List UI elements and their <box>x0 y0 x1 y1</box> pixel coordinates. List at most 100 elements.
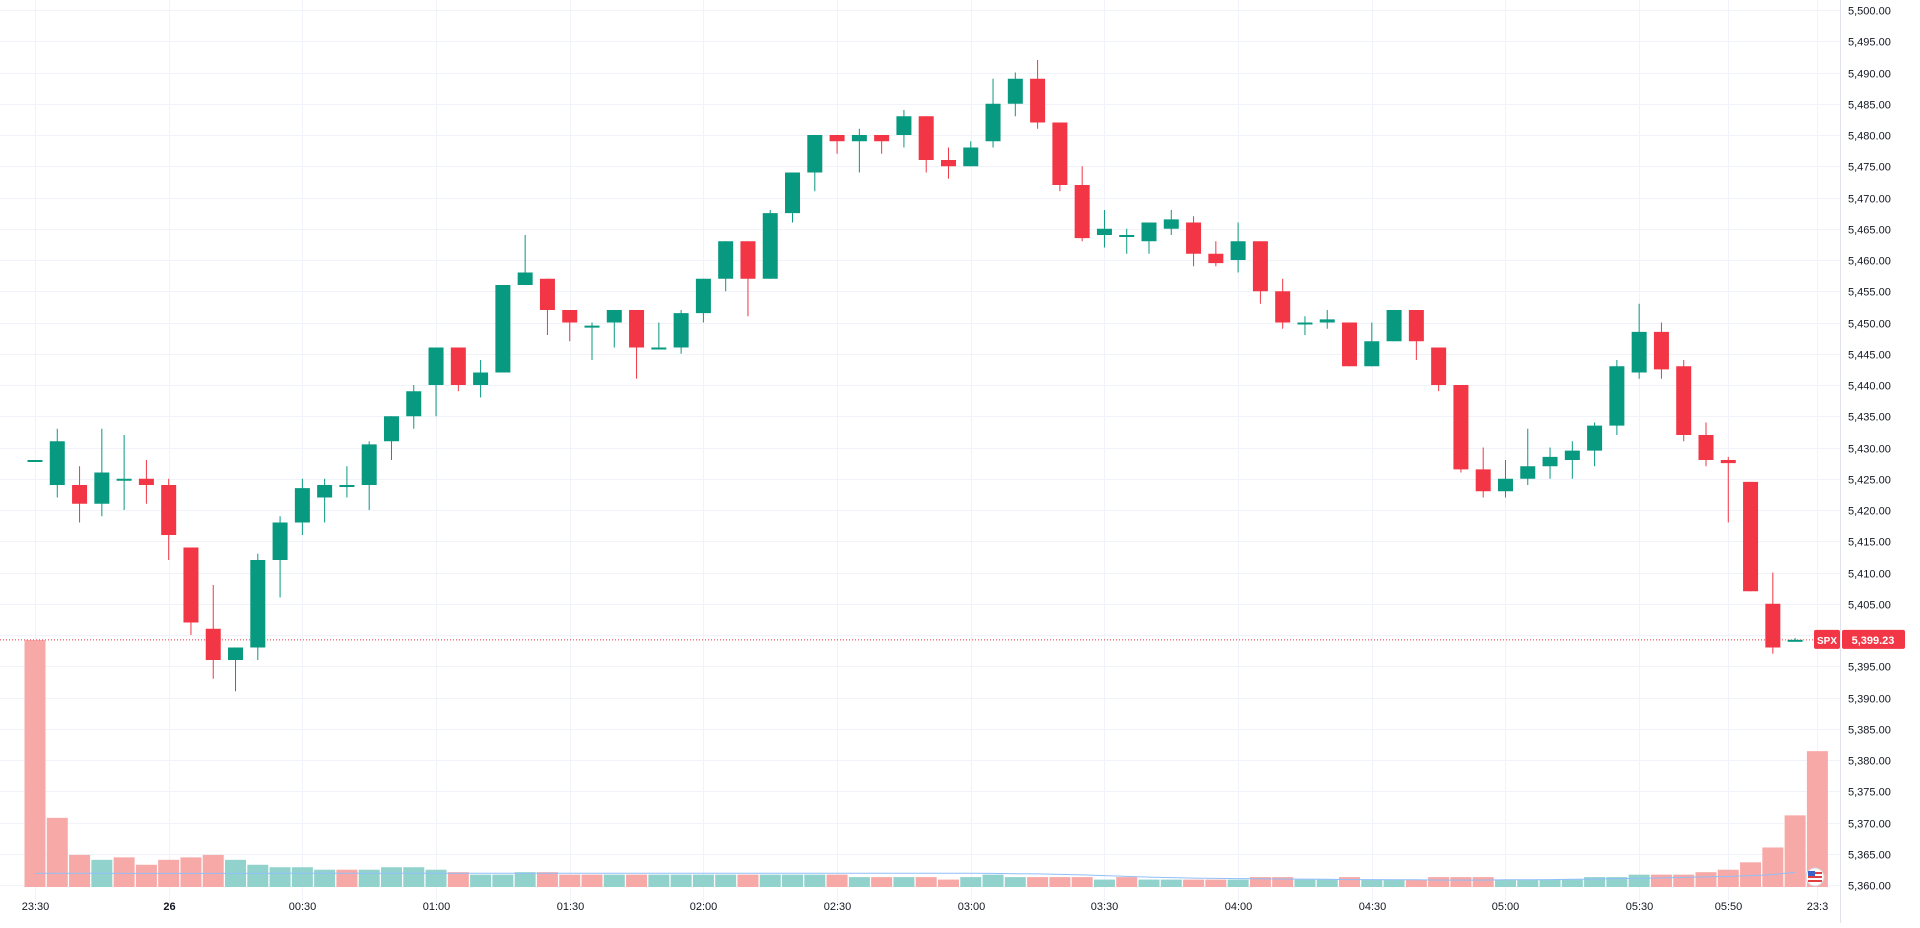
candle <box>1252 241 1268 304</box>
volume-bar <box>1762 847 1784 887</box>
candle-body <box>851 135 867 142</box>
time-tick-label: 03:00 <box>958 901 986 913</box>
volume-bar <box>536 872 558 887</box>
candle-body <box>963 147 979 167</box>
candle <box>1431 347 1447 392</box>
volume-bar <box>1093 879 1115 887</box>
candle-body <box>339 485 355 487</box>
candle <box>406 385 422 429</box>
candle <box>428 347 444 417</box>
price-tick-label: 5,415.00 <box>1848 537 1891 549</box>
candle <box>539 278 555 335</box>
candle-body <box>1431 347 1447 385</box>
price-tick-label: 5,365.00 <box>1848 850 1891 862</box>
volume-bar <box>715 874 737 887</box>
volume-bar <box>1806 751 1828 887</box>
volume-bar <box>1138 879 1160 887</box>
candle-body <box>940 160 956 167</box>
time-tick-label: 02:30 <box>824 901 852 913</box>
volume-bar <box>893 877 915 887</box>
candle-body <box>695 278 711 314</box>
volume-bar <box>113 857 135 887</box>
candle-body <box>72 485 88 504</box>
candle-body <box>183 547 199 623</box>
candle <box>963 141 979 167</box>
candle <box>1542 447 1558 479</box>
candle-body <box>1252 241 1268 292</box>
price-tick-label: 5,440.00 <box>1848 381 1891 393</box>
candle <box>1497 460 1513 498</box>
candle-body <box>1119 235 1135 237</box>
volume-bar <box>559 874 581 887</box>
candle-body <box>272 522 288 560</box>
price-axis[interactable]: 5,360.00 5,365.00 5,370.00 5,375.00 5,380.00… <box>1840 0 1891 923</box>
candle <box>450 347 466 392</box>
candle-body <box>1386 310 1402 342</box>
candle <box>1787 638 1803 642</box>
candle-body <box>228 647 244 660</box>
volume-bar <box>1717 869 1739 887</box>
candle <box>1096 210 1112 248</box>
candle-body <box>1720 460 1736 464</box>
candle <box>718 241 734 292</box>
volume-bar <box>1027 877 1049 887</box>
price-tick-label: 5,430.00 <box>1848 444 1891 456</box>
candle-body <box>1096 228 1112 235</box>
candle-body <box>1497 478 1513 492</box>
volume-bar <box>937 879 959 887</box>
volume-bar <box>1740 862 1762 887</box>
candle <box>361 441 377 510</box>
candle <box>918 116 934 173</box>
candle-body <box>1765 603 1781 648</box>
volume-bar <box>1183 879 1205 887</box>
volume-bar <box>291 867 313 887</box>
symbol-tag <box>1814 629 1840 649</box>
candle <box>1074 166 1090 242</box>
price-tick-label: 5,470.00 <box>1848 194 1891 206</box>
time-tick-label: 26 <box>163 901 175 913</box>
candle <box>250 553 266 660</box>
candle <box>183 547 199 635</box>
candle <box>294 478 310 535</box>
candle-body <box>250 560 266 648</box>
candles[interactable] <box>27 60 1803 692</box>
candle-body <box>317 485 333 498</box>
candle <box>829 135 845 154</box>
candle-body <box>1052 122 1068 185</box>
price-tick-label: 5,495.00 <box>1848 37 1891 49</box>
candle <box>1587 422 1603 467</box>
volume-bar <box>737 874 759 887</box>
candle-body <box>1676 366 1692 435</box>
candle-body <box>1141 222 1157 242</box>
candle-body <box>829 135 845 142</box>
candle <box>651 322 667 350</box>
price-tick-label: 5,425.00 <box>1848 475 1891 487</box>
price-tick-label: 5,465.00 <box>1848 225 1891 237</box>
volume-bar <box>759 874 781 887</box>
candle-body <box>116 478 132 481</box>
candle-body <box>517 272 533 285</box>
candle-body <box>294 488 310 523</box>
volume-bar <box>247 864 269 887</box>
candle-body <box>606 310 622 323</box>
volume-bar <box>982 874 1004 887</box>
candle <box>49 428 65 498</box>
candle <box>1141 222 1157 254</box>
price-tick-label: 5,435.00 <box>1848 412 1891 424</box>
time-axis[interactable]: 23:30 26 00:30 01:00 01:30 02:00 02:30 03:00 03:… <box>22 901 1828 913</box>
us-flag-icon[interactable] <box>1805 867 1825 887</box>
volume-bar <box>1383 879 1405 887</box>
candle <box>584 322 600 360</box>
volume-bar <box>1584 877 1606 887</box>
volume-bar <box>1049 877 1071 887</box>
price-tick-label: 5,490.00 <box>1848 69 1891 81</box>
candle <box>1119 228 1135 254</box>
candle-body <box>1163 219 1179 229</box>
volume-bar <box>670 874 692 887</box>
candle <box>874 135 890 154</box>
volume-bar <box>1227 879 1249 887</box>
candle <box>807 135 823 192</box>
time-tick-label: 02:00 <box>690 901 718 913</box>
